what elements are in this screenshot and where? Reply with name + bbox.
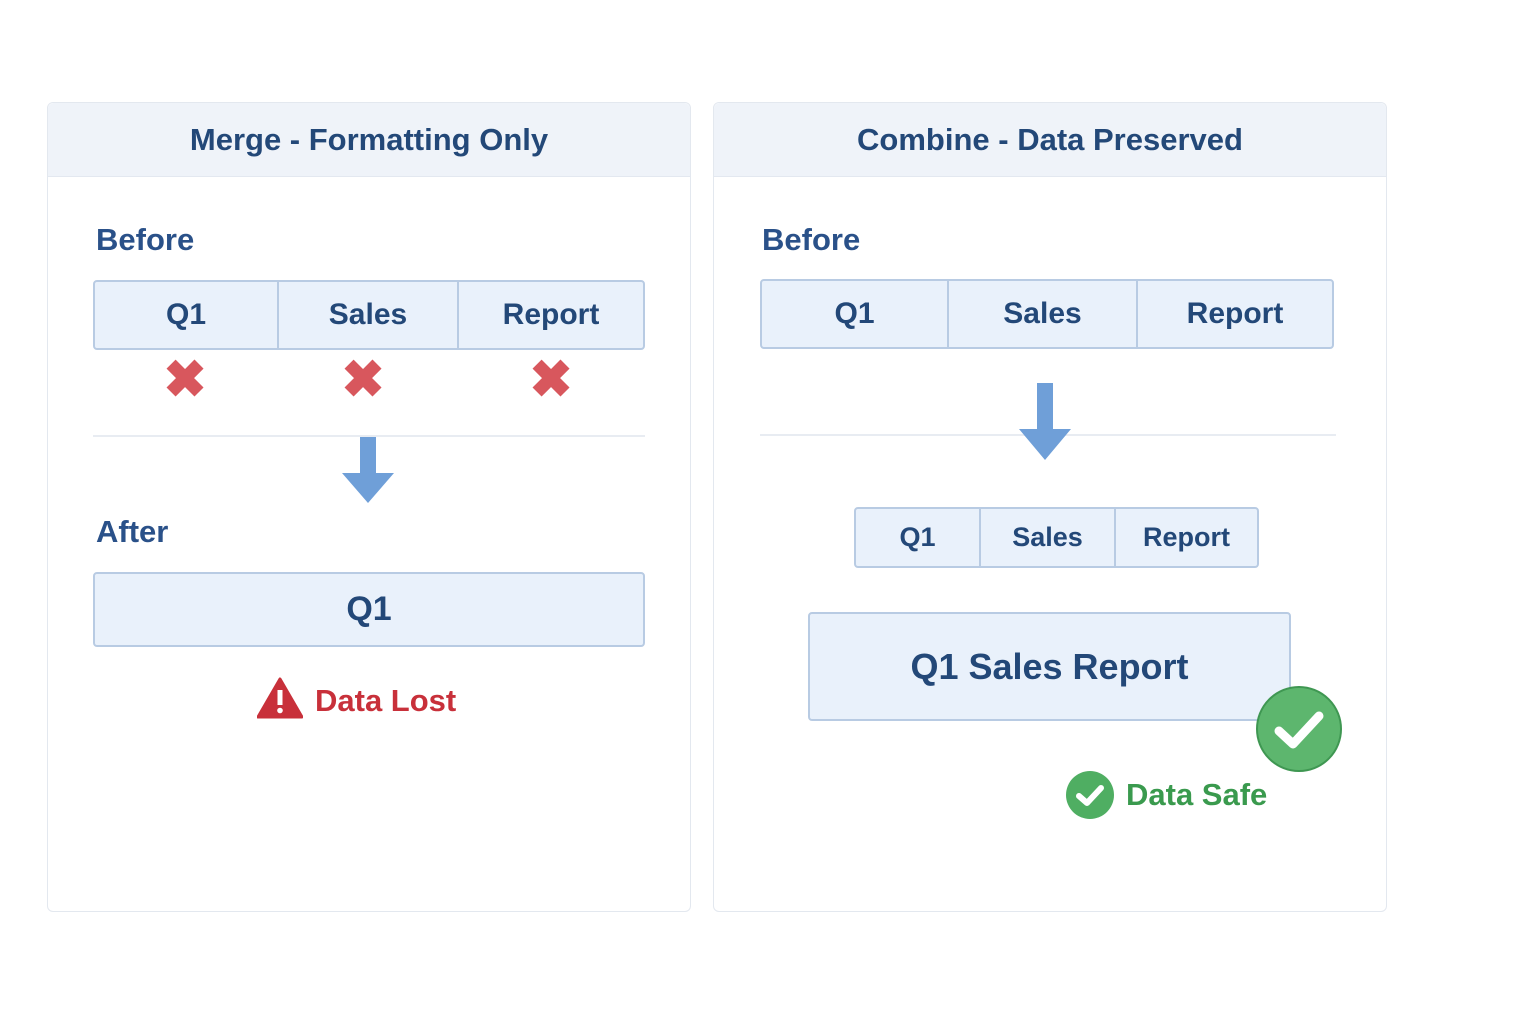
- panel-title: Merge - Formatting Only: [48, 103, 690, 177]
- cell: Report: [1114, 509, 1257, 566]
- cell: Sales: [277, 282, 457, 348]
- arrow-down-icon: [1019, 383, 1071, 460]
- cell: Q1: [165, 298, 207, 331]
- cell: Sales: [947, 281, 1136, 347]
- cell: Q1: [834, 297, 875, 330]
- check-circle-icon: [1256, 686, 1342, 772]
- data-safe-status: Data Safe: [1126, 777, 1268, 812]
- combined-cells: Q1 Sales Report: [854, 507, 1259, 568]
- cell: Report: [457, 282, 643, 348]
- cell: Q1 Sales Report: [910, 645, 1189, 687]
- after-cell: Q1: [93, 572, 645, 647]
- merge-panel: Merge - Formatting Only: [47, 102, 691, 912]
- cell: Q1: [899, 522, 936, 552]
- cell: Q1: [346, 590, 392, 628]
- before-cells: Q1 Sales Report: [760, 279, 1334, 349]
- x-icon: ✖: [529, 351, 573, 409]
- after-label: After: [96, 514, 169, 549]
- cell: Sales: [979, 509, 1114, 566]
- warning-icon: [257, 677, 303, 719]
- panel-title: Combine - Data Preserved: [714, 103, 1386, 177]
- data-lost-status: Data Lost: [315, 683, 457, 718]
- cell: Report: [1136, 281, 1332, 347]
- before-cells: Q1 Sales Report: [93, 280, 645, 350]
- result-cell: Q1 Sales Report: [808, 612, 1291, 721]
- before-label: Before: [762, 222, 861, 257]
- before-label: Before: [96, 222, 195, 257]
- check-circle-icon: [1066, 771, 1114, 819]
- arrow-down-icon: [342, 437, 394, 503]
- x-icon: ✖: [341, 351, 385, 409]
- divider: [93, 435, 645, 437]
- x-icon: ✖: [163, 351, 207, 409]
